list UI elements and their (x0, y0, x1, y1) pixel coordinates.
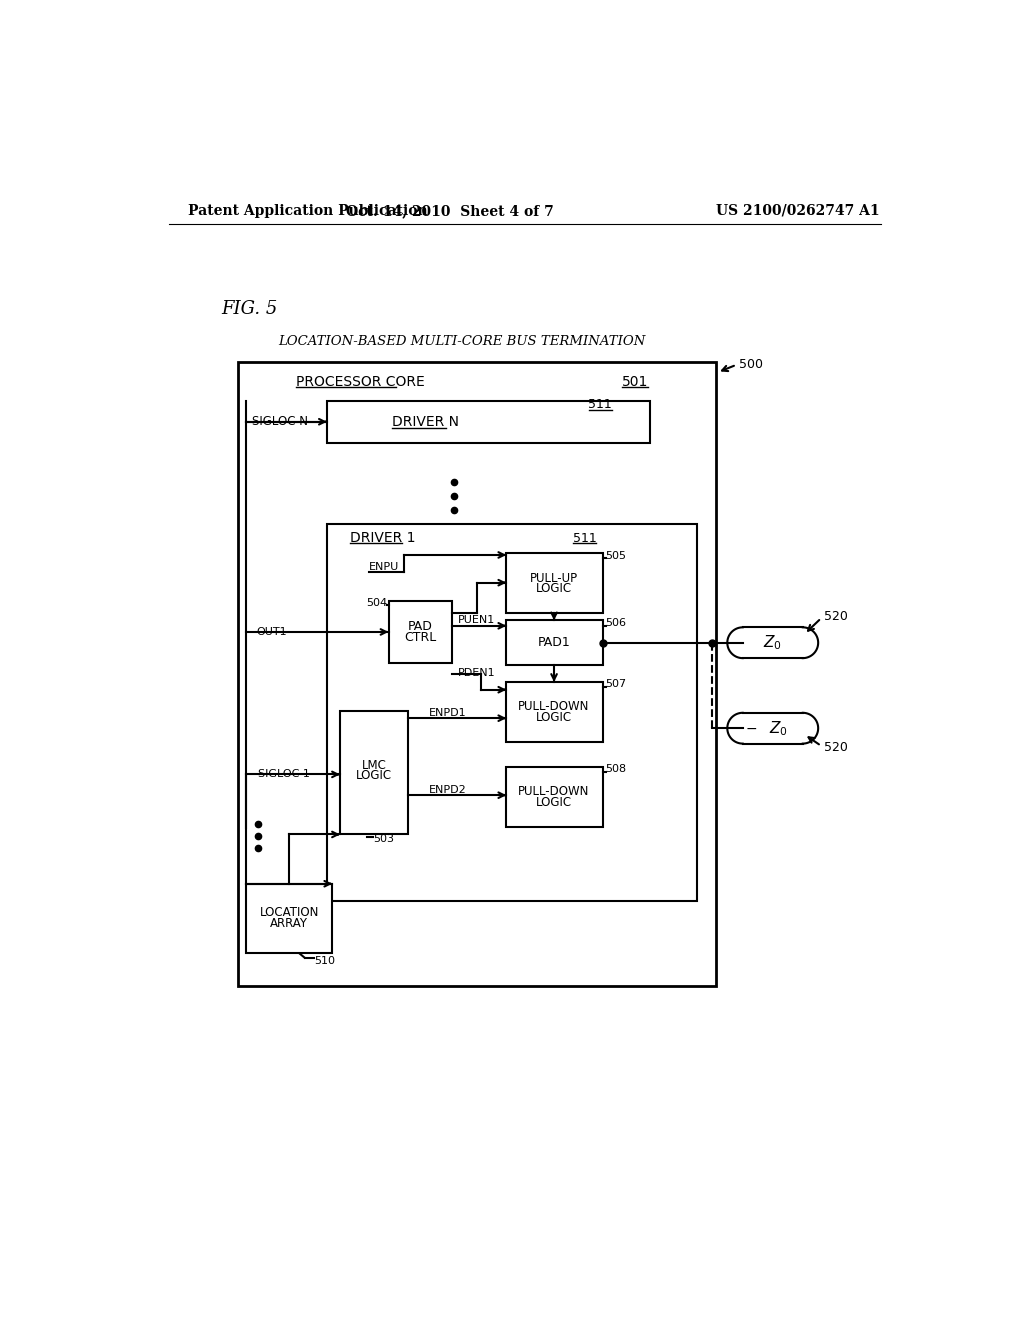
Text: SIGLOC 1: SIGLOC 1 (258, 770, 309, 779)
Text: FIG. 5: FIG. 5 (221, 300, 278, 318)
Text: $Z_0$: $Z_0$ (769, 719, 787, 738)
Text: 520: 520 (823, 610, 848, 623)
Text: $-$: $-$ (745, 721, 758, 735)
Text: LMC: LMC (361, 759, 386, 772)
Bar (239, 363, 716, 986)
Text: ARRAY: ARRAY (270, 917, 308, 931)
Bar (506, 767, 602, 826)
Text: PROCESSOR CORE: PROCESSOR CORE (296, 375, 425, 388)
Text: LOCATION-BASED MULTI-CORE BUS TERMINATION: LOCATION-BASED MULTI-CORE BUS TERMINATIO… (278, 335, 645, 348)
Bar (506, 620, 602, 665)
Text: 511: 511 (573, 532, 597, 545)
Text: 511: 511 (589, 399, 612, 412)
Text: ENPU: ENPU (370, 561, 399, 572)
Text: ENPD1: ENPD1 (429, 708, 467, 718)
Text: 510: 510 (313, 956, 335, 966)
Text: 520: 520 (823, 741, 848, 754)
Text: CTRL: CTRL (403, 631, 436, 644)
Text: LOGIC: LOGIC (536, 711, 572, 723)
Text: Patent Application Publication: Patent Application Publication (188, 203, 428, 218)
Text: PDEN1: PDEN1 (458, 668, 496, 677)
Text: ENPD2: ENPD2 (429, 785, 467, 795)
Bar (742, 627, 803, 659)
Text: 508: 508 (605, 764, 627, 774)
Text: Oct. 14, 2010  Sheet 4 of 7: Oct. 14, 2010 Sheet 4 of 7 (346, 203, 554, 218)
Text: 507: 507 (605, 680, 627, 689)
Text: 501: 501 (622, 375, 648, 388)
Text: LOGIC: LOGIC (355, 770, 392, 783)
Bar (246, 884, 333, 953)
Text: PAD: PAD (408, 620, 432, 634)
Text: LOGIC: LOGIC (536, 582, 572, 594)
Text: OUT1: OUT1 (256, 627, 287, 638)
Bar (340, 711, 408, 834)
Bar (506, 682, 602, 742)
Bar (327, 401, 650, 444)
Text: PULL-UP: PULL-UP (530, 572, 579, 585)
Text: 504: 504 (366, 598, 387, 607)
Text: 506: 506 (605, 618, 627, 628)
Text: DRIVER N: DRIVER N (392, 414, 460, 429)
Bar (327, 524, 696, 902)
Text: 503: 503 (373, 834, 394, 843)
Bar (742, 713, 803, 743)
Text: 500: 500 (739, 358, 763, 371)
Text: LOCATION: LOCATION (259, 907, 318, 920)
Text: 505: 505 (605, 550, 627, 561)
Text: $Z_0$: $Z_0$ (763, 634, 782, 652)
Text: LOGIC: LOGIC (536, 796, 572, 809)
Text: DRIVER 1: DRIVER 1 (350, 531, 416, 545)
Bar (506, 553, 602, 612)
Text: PAD1: PAD1 (538, 636, 570, 649)
Text: PULL-DOWN: PULL-DOWN (518, 785, 590, 797)
Text: PULL-DOWN: PULL-DOWN (518, 700, 590, 713)
Text: US 2100/0262747 A1: US 2100/0262747 A1 (716, 203, 880, 218)
Text: PUEN1: PUEN1 (458, 615, 495, 626)
Text: SIGLOC N: SIGLOC N (252, 416, 308, 428)
Bar (388, 601, 452, 663)
